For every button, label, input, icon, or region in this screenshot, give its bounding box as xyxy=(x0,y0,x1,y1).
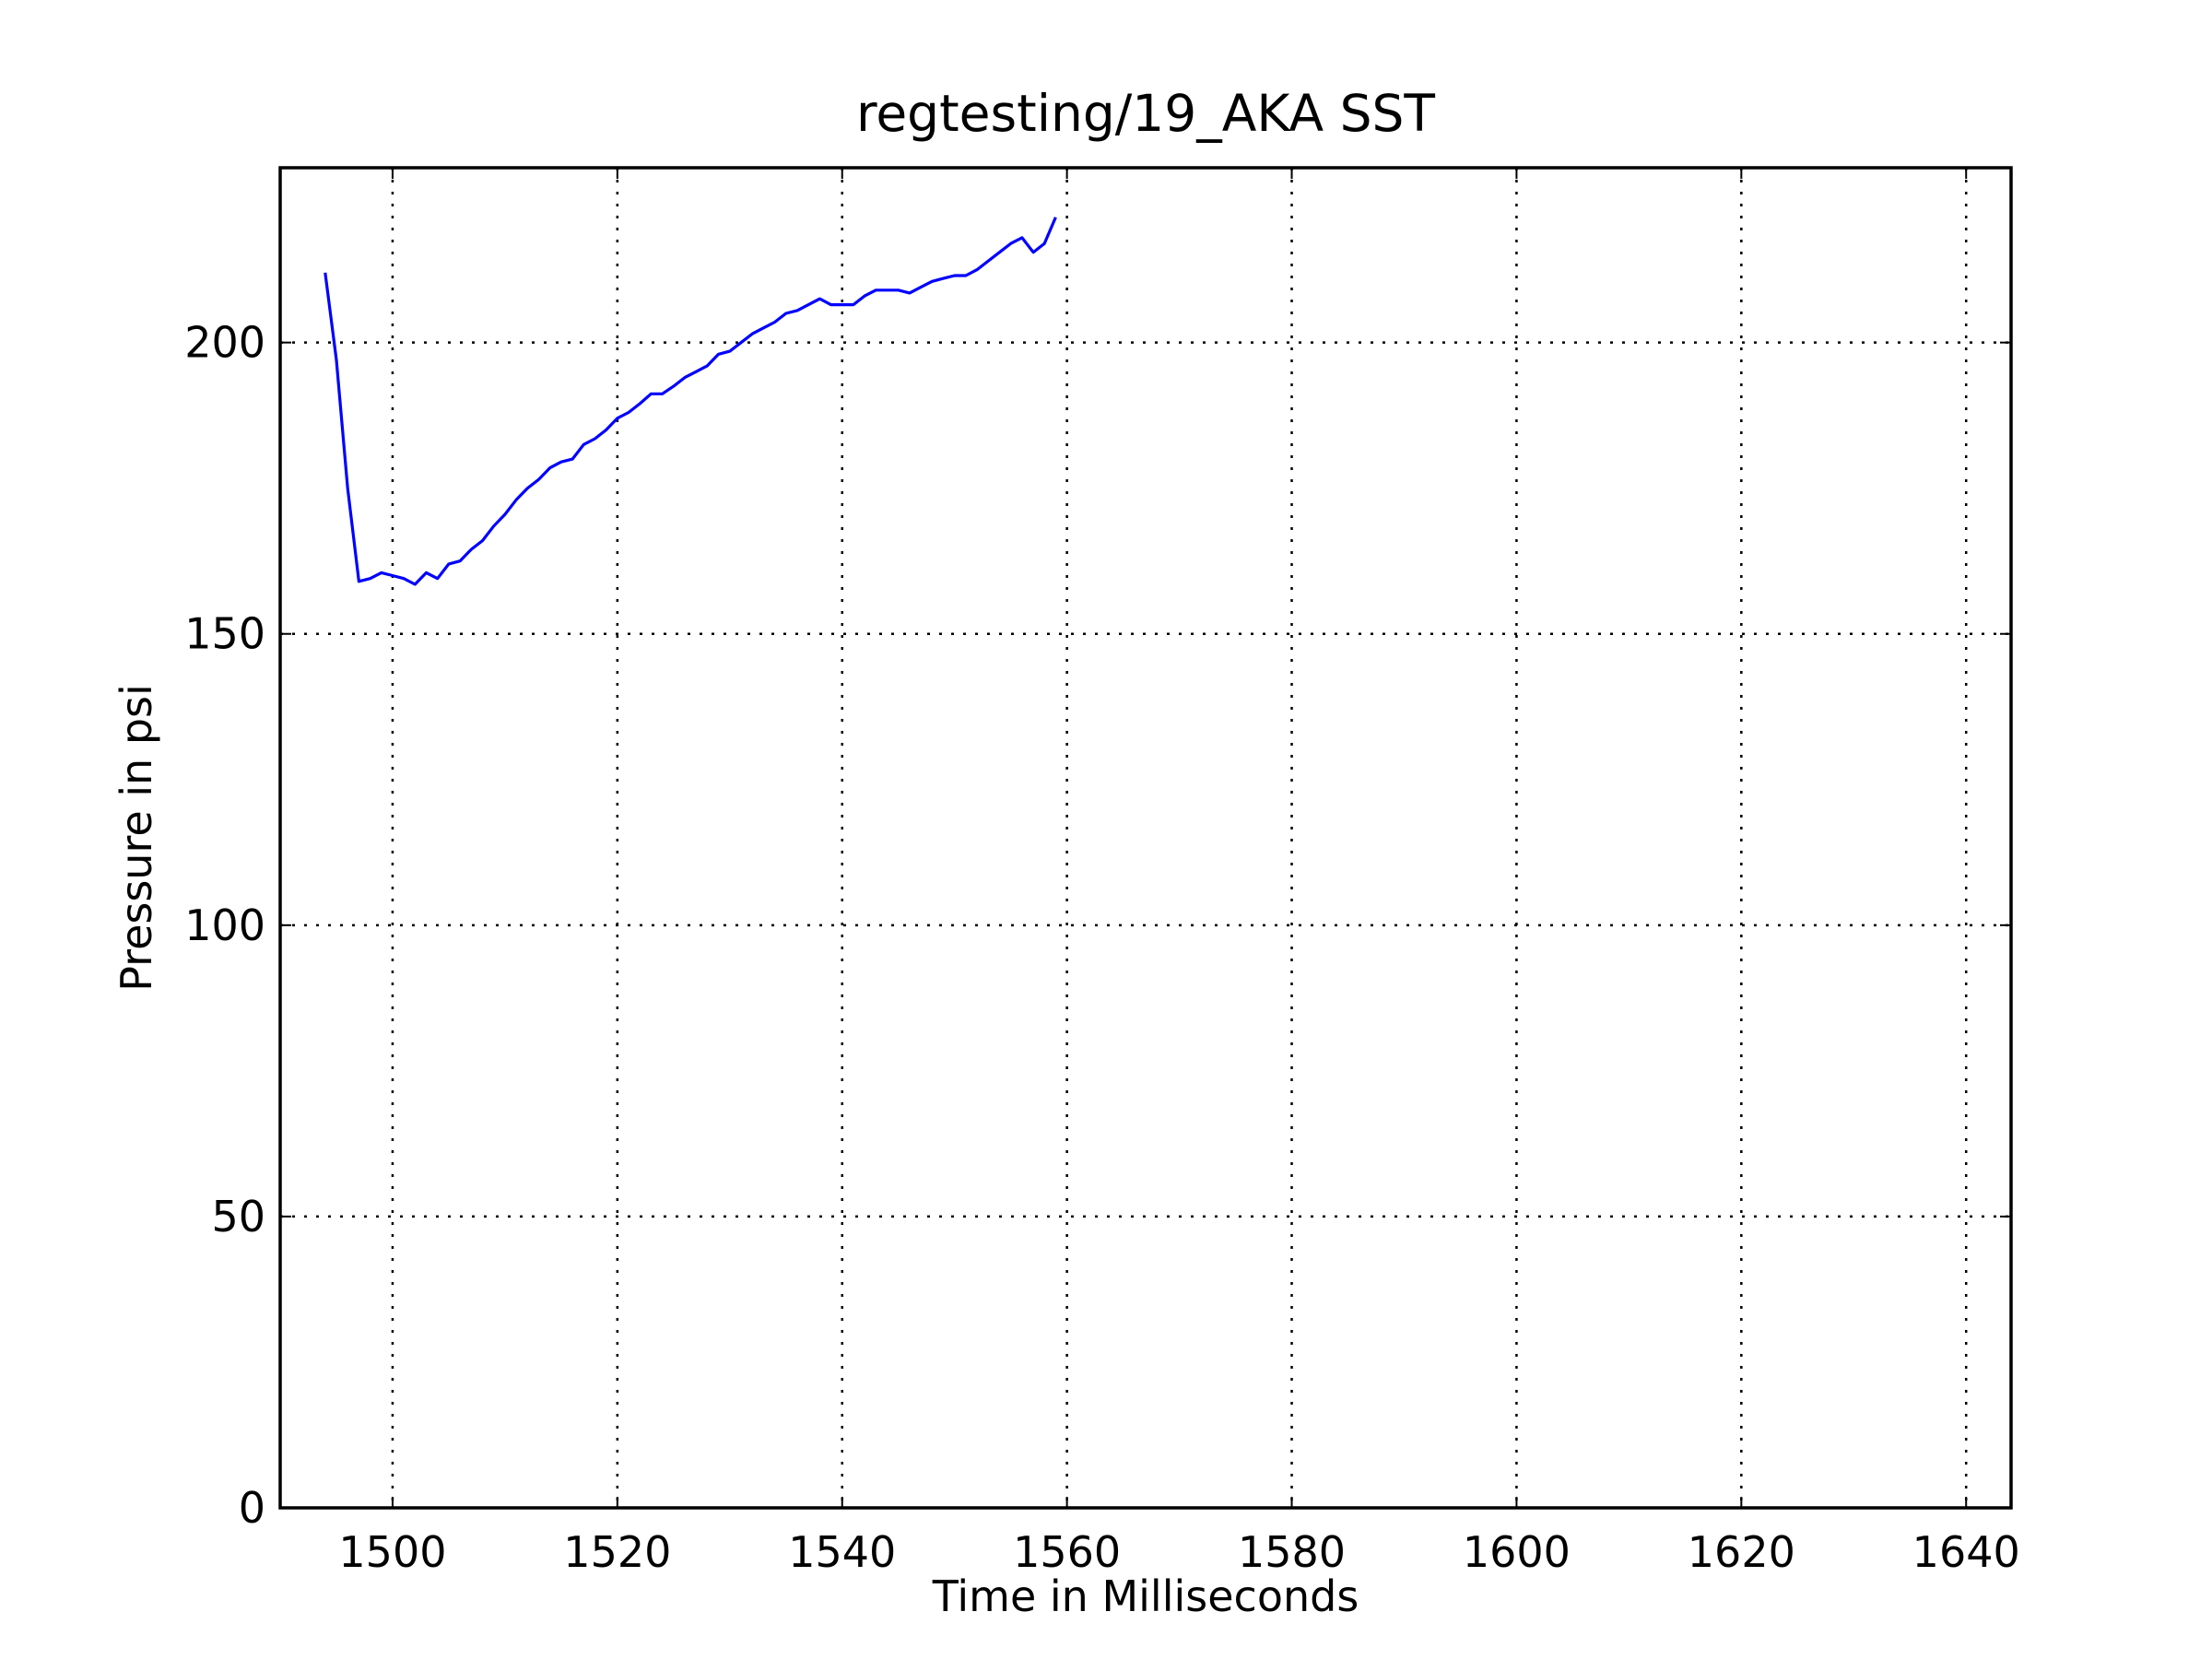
x-tick-label: 1540 xyxy=(788,1527,896,1577)
series-line xyxy=(324,217,1057,586)
x-tick-label: 1520 xyxy=(563,1527,671,1577)
y-tick-label: 100 xyxy=(184,900,265,950)
y-tick-label: 0 xyxy=(239,1483,265,1533)
axis-ticks: 1500 1520 1540 1560 1580 1600 1620 1640 0 50 100 15… xyxy=(184,168,2020,1577)
series-layer xyxy=(324,217,1057,586)
y-tick-label: 200 xyxy=(184,318,265,368)
x-tick-label: 1500 xyxy=(338,1527,446,1577)
x-tick-label: 1620 xyxy=(1688,1527,1795,1577)
x-tick-label: 1600 xyxy=(1463,1527,1571,1577)
grid-lines xyxy=(280,168,2011,1508)
y-tick-label: 50 xyxy=(211,1192,265,1241)
plot-frame xyxy=(278,166,2013,1510)
x-axis-label: Time in Milliseconds xyxy=(932,1571,1359,1621)
chart-title: regtesting/19_AKA SST xyxy=(856,84,1435,143)
x-tick-label: 1580 xyxy=(1238,1527,1346,1577)
y-axis-label: Pressure in psi xyxy=(112,684,161,992)
x-tick-label: 1640 xyxy=(1912,1527,2020,1577)
y-tick-label: 150 xyxy=(184,609,265,659)
x-tick-label: 1560 xyxy=(1013,1527,1121,1577)
